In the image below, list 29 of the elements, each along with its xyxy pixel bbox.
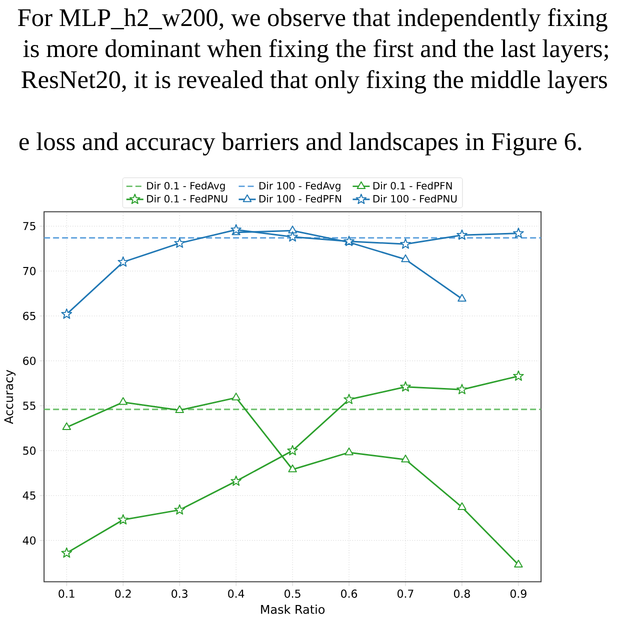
y-axis-title: Accuracy bbox=[4, 370, 16, 424]
y-tick-label: 50 bbox=[23, 446, 36, 455]
x-tick-label: 0.1 bbox=[58, 590, 74, 598]
text: ResNet20, it is revealed that only fixing the middle layers bbox=[22, 70, 607, 94]
y-tick-label: 65 bbox=[23, 312, 36, 320]
y-tick-label: 55 bbox=[23, 402, 36, 410]
x-tick-label: 0.2 bbox=[115, 590, 131, 598]
x-tick-label: 0.7 bbox=[398, 590, 414, 598]
legend-label: Dir 0.1 - FedPFN bbox=[373, 182, 452, 190]
x-axis-title: Mask Ratio bbox=[261, 604, 325, 614]
x-tick-label: 0.4 bbox=[228, 590, 244, 598]
x-tick-label: 0.6 bbox=[341, 590, 358, 598]
legend-label: Dir 0.1 - FedAvg bbox=[147, 182, 225, 192]
x-tick-label: 0.3 bbox=[172, 590, 188, 598]
x-tick-label: 0.9 bbox=[510, 590, 526, 598]
legend-label: Dir 0.1 - FedPNU bbox=[147, 194, 228, 203]
legend-label: Dir 100 - FedPNU bbox=[373, 194, 457, 203]
y-tick-label: 60 bbox=[23, 356, 36, 365]
legend-label: Dir 100 - FedPFN bbox=[259, 194, 341, 203]
x-tick-label: 0.8 bbox=[454, 590, 470, 598]
y-tick-label: 70 bbox=[23, 266, 36, 276]
y-tick-label: 45 bbox=[22, 491, 36, 500]
text: is more dominant when fixing the first and the last layers; bbox=[23, 39, 608, 62]
y-tick-label: 40 bbox=[22, 536, 36, 545]
text: e loss and accuracy barriers and landscapes in Figure 6. bbox=[19, 132, 582, 156]
legend-label: Dir 100 - FedAvg bbox=[259, 182, 340, 192]
y-tick-label: 75 bbox=[23, 222, 36, 230]
text: For MLP_h2_w200, we observe that independently fixing bbox=[18, 8, 608, 32]
x-tick-label: 0.5 bbox=[284, 590, 300, 598]
